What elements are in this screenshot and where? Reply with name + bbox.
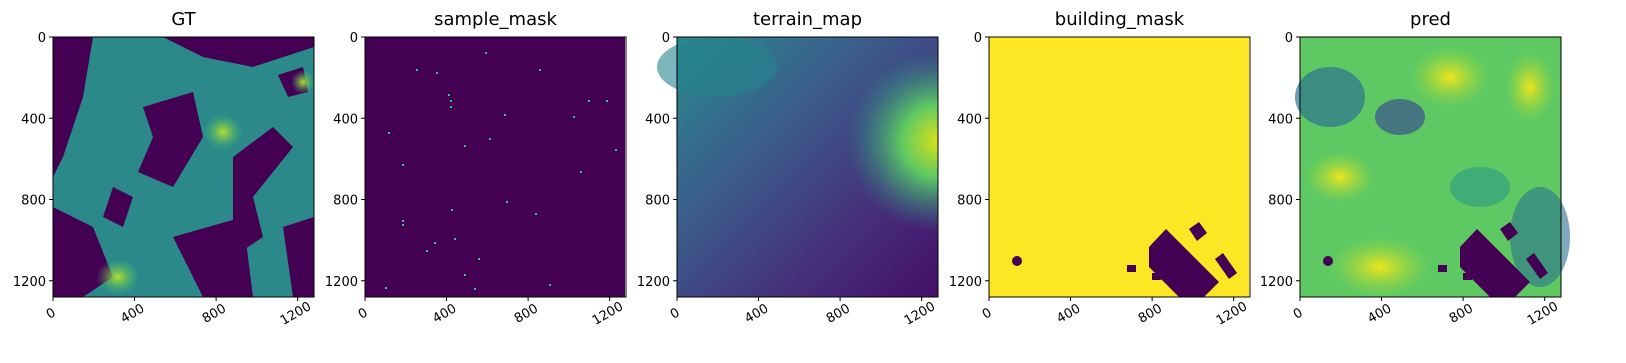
x-tick-label: 800 xyxy=(1136,301,1165,326)
y-tick-label: 400 xyxy=(645,112,670,127)
x-tick-label: 0 xyxy=(356,305,371,322)
y-tick-label: 0 xyxy=(974,31,982,46)
pred-image xyxy=(1295,37,1570,297)
axes-frame xyxy=(1299,36,1562,298)
x-tick-label: 400 xyxy=(1054,301,1083,326)
sample-mask-image xyxy=(365,37,625,297)
panel-title: sample_mask xyxy=(434,9,557,30)
x-tick-label: 1200 xyxy=(278,299,314,329)
y-tick-label: 400 xyxy=(1268,112,1293,127)
axes-frame xyxy=(676,36,939,298)
y-tick-label: 1200 xyxy=(1260,275,1293,290)
axes-frame xyxy=(364,36,627,298)
y-tick-label: 0 xyxy=(662,31,670,46)
y-tick-label: 0 xyxy=(1285,31,1293,46)
y-tick-label: 0 xyxy=(38,31,46,46)
x-tick-label: 800 xyxy=(1447,301,1476,326)
y-tick-label: 1200 xyxy=(637,275,670,290)
x-tick-label: 400 xyxy=(1365,301,1394,326)
x-tick-label: 400 xyxy=(118,301,147,326)
y-tick-label: 400 xyxy=(21,112,46,127)
x-tick-label: 1200 xyxy=(590,299,626,329)
gt-image xyxy=(53,37,315,297)
x-tick-label: 1200 xyxy=(902,299,938,329)
panel-title: GT xyxy=(171,9,196,30)
x-tick-label: 0 xyxy=(44,305,59,322)
panel-title: pred xyxy=(1410,9,1451,30)
axes-frame xyxy=(52,36,315,298)
x-tick-label: 400 xyxy=(430,301,459,326)
y-tick-label: 800 xyxy=(21,194,46,209)
y-tick-label: 1200 xyxy=(13,275,46,290)
panel-title: terrain_map xyxy=(753,9,862,30)
y-tick-label: 800 xyxy=(333,194,358,209)
axes-frame xyxy=(988,36,1251,298)
x-tick-label: 400 xyxy=(742,301,771,326)
y-tick-label: 400 xyxy=(333,112,358,127)
x-tick-label: 800 xyxy=(200,301,229,326)
building-mask-image xyxy=(989,37,1249,297)
panel-title: building_mask xyxy=(1055,9,1185,30)
x-tick-label: 1200 xyxy=(1525,299,1561,329)
x-tick-label: 800 xyxy=(824,301,853,326)
x-tick-label: 0 xyxy=(980,305,995,322)
y-tick-label: 1200 xyxy=(949,275,982,290)
y-tick-label: 800 xyxy=(645,194,670,209)
y-tick-label: 800 xyxy=(1268,194,1293,209)
x-tick-label: 800 xyxy=(512,301,541,326)
x-tick-label: 1200 xyxy=(1214,299,1250,329)
y-tick-label: 0 xyxy=(350,31,358,46)
x-tick-label: 0 xyxy=(668,305,683,322)
terrain-map-image xyxy=(657,37,938,297)
y-tick-label: 1200 xyxy=(325,275,358,290)
x-tick-label: 0 xyxy=(1291,305,1306,322)
y-tick-label: 400 xyxy=(957,112,982,127)
y-tick-label: 800 xyxy=(957,194,982,209)
